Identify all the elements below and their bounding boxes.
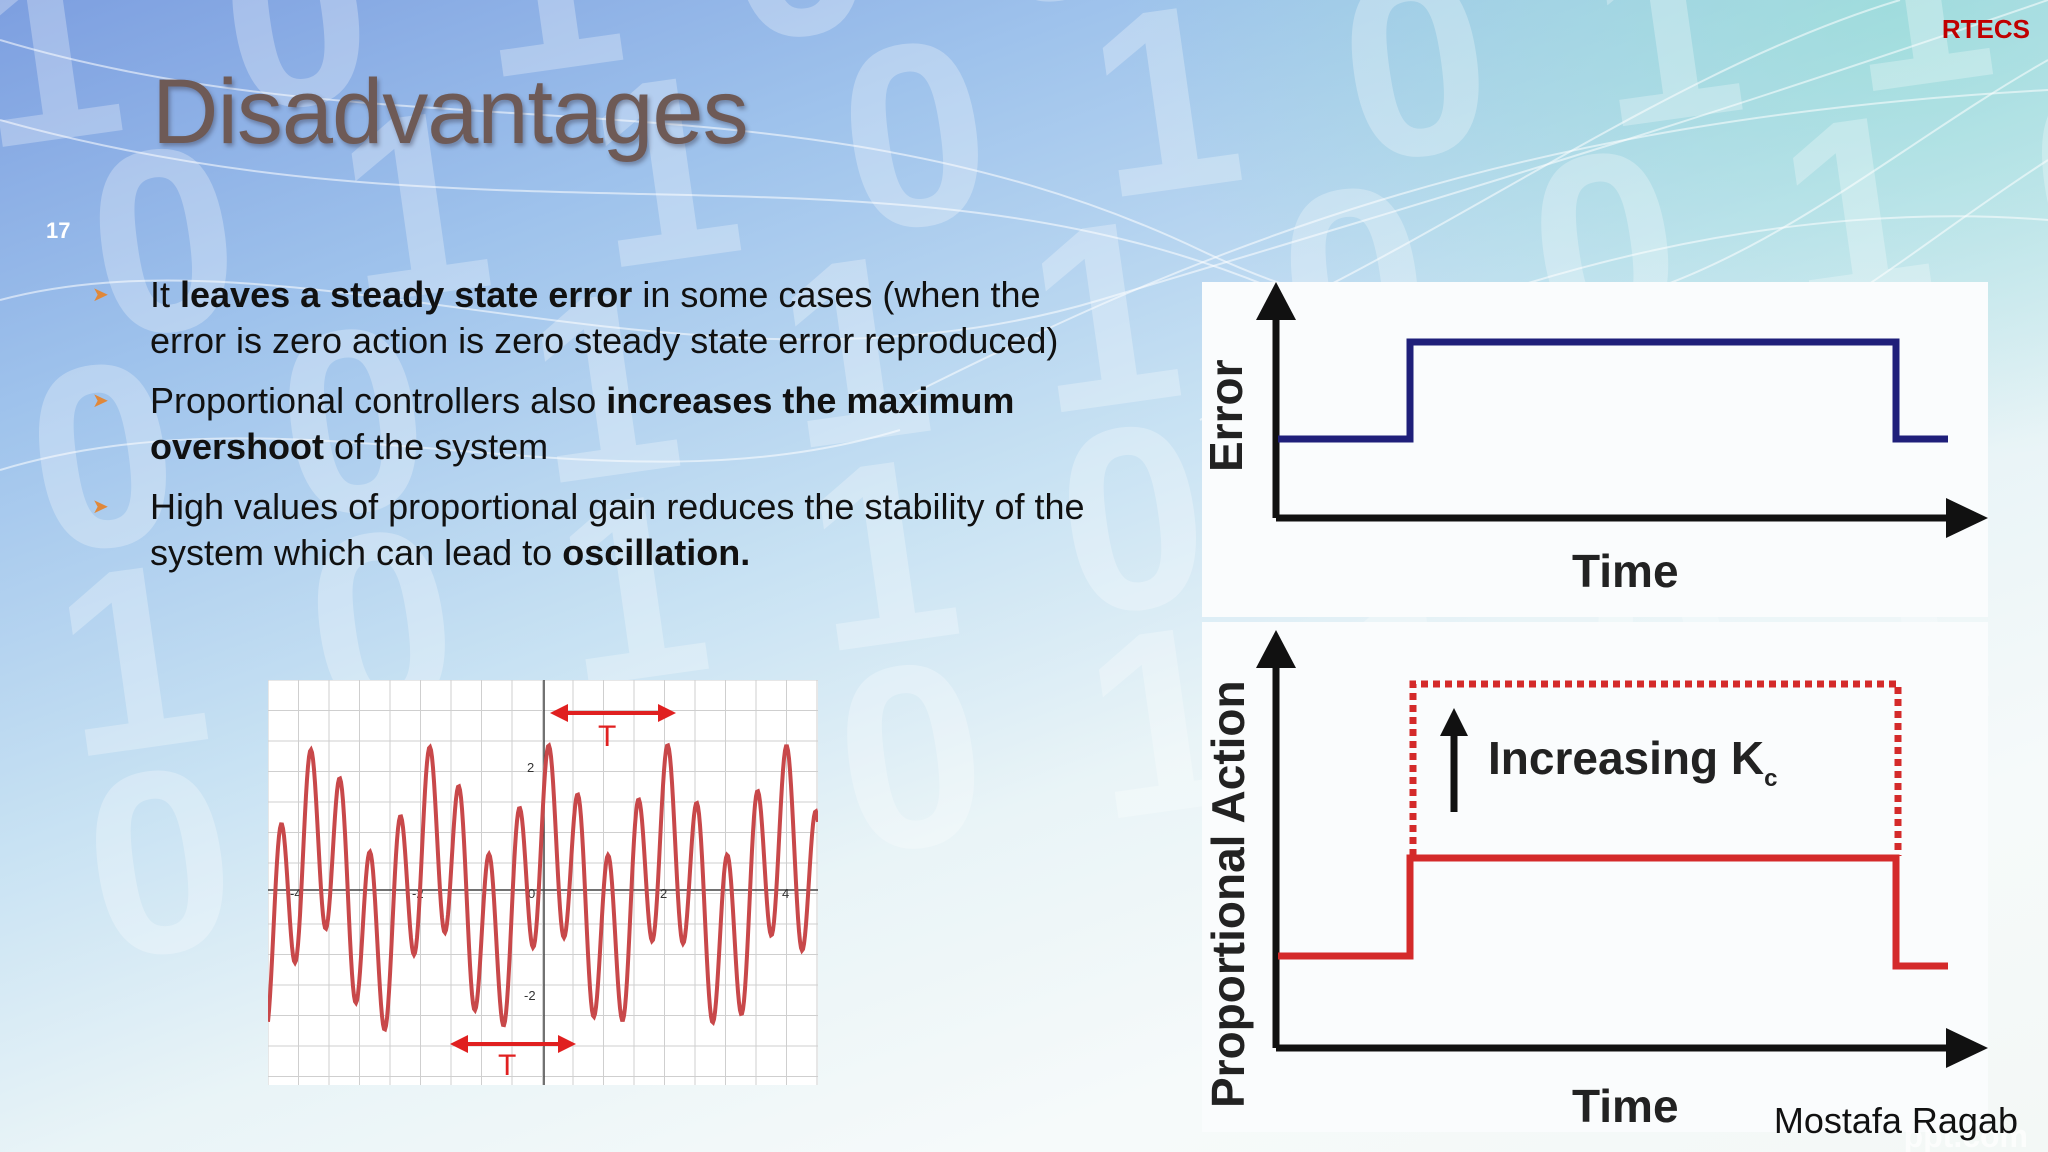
error-step-signal	[1278, 338, 1948, 443]
y-tick-label: 2	[527, 760, 534, 775]
error-x-label: Time	[1572, 545, 1679, 597]
period-arrow-top: T	[550, 704, 676, 753]
period-arrow-bottom: T	[450, 1035, 576, 1082]
oscillation-plot: -4 -2 0 2 4 2 -2 T T	[266, 679, 820, 1085]
x-axis-arrow-icon	[1946, 498, 1988, 538]
bullet-bold-text: increases the maximum overshoot	[150, 380, 1015, 467]
bullet-arrow-icon: ➤	[92, 390, 109, 412]
period-label: T	[598, 720, 616, 753]
error-plot: Error Time	[1200, 282, 1988, 597]
bullet-arrow-icon: ➤	[92, 284, 109, 306]
error-figure: Error Time	[1200, 282, 1988, 617]
x-tick-label: 2	[660, 886, 667, 901]
bullet-text: High values of proportional gain reduces…	[150, 486, 1085, 573]
author-name: Mostafa Ragab	[1773, 1100, 2018, 1141]
action-y-label: Proportional Action	[1202, 680, 1254, 1108]
oscillation-figure: -4 -2 0 2 4 2 -2 T T	[266, 679, 820, 1085]
bullet-list: ➤ It leaves a steady state error in some…	[90, 272, 1100, 590]
action-x-label: Time	[1572, 1080, 1679, 1132]
increased-gain-response	[1409, 680, 1902, 856]
y-axis-arrow-icon	[1256, 282, 1296, 320]
bullet-arrow-icon: ➤	[92, 496, 109, 518]
gain-annotation: Increasing Kc	[1488, 732, 1777, 792]
brand-label: RTECS	[1941, 14, 2030, 44]
x-tick-label: 4	[782, 886, 789, 901]
x-tick-label: -4	[290, 886, 302, 901]
slide-title: Disadvantages	[152, 61, 749, 163]
page-number: 17	[46, 218, 71, 243]
x-axis-arrow-icon	[1946, 1028, 1988, 1068]
oscillation-curve	[266, 742, 820, 1033]
bullet-text: of the system	[324, 426, 549, 467]
bullet-item: ➤ Proportional controllers also increase…	[90, 378, 1100, 470]
period-label: T	[498, 1049, 516, 1082]
up-arrow-icon	[1440, 708, 1468, 736]
x-tick-label: -2	[412, 886, 424, 901]
proportional-action-plot: Increasing Kc Proportional Action Time	[1202, 630, 1988, 1132]
bullet-text: It	[150, 274, 181, 315]
bullet-bold-text: leaves a steady state error	[180, 274, 633, 315]
watermark: ppt.com	[1903, 1118, 2028, 1152]
y-tick-label: -2	[524, 988, 536, 1003]
x-tick-label: 0	[528, 886, 535, 901]
bullet-item: ➤ High values of proportional gain reduc…	[90, 484, 1100, 576]
bullet-text: in some cases (when the error is zero ac…	[150, 274, 1059, 361]
bullet-item: ➤ It leaves a steady state error in some…	[90, 272, 1100, 364]
y-axis-arrow-icon	[1256, 630, 1296, 668]
error-y-label: Error	[1202, 359, 1252, 472]
proportional-action-figure: Increasing Kc Proportional Action Time	[1202, 622, 1988, 1132]
bullet-text: Proportional controllers also	[150, 380, 607, 421]
proportional-action-signal	[1278, 854, 1948, 970]
bullet-bold-text: oscillation.	[562, 532, 751, 573]
